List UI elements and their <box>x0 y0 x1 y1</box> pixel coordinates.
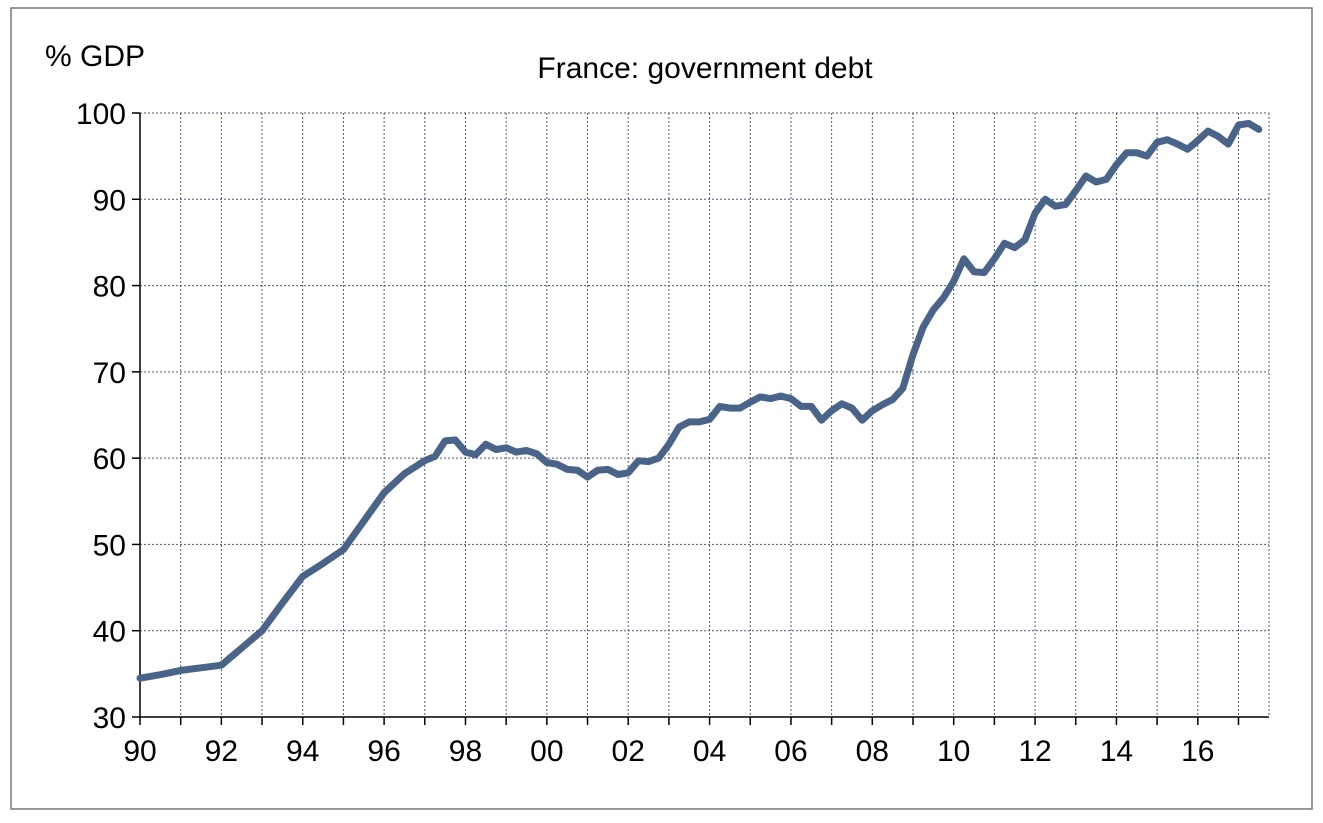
debt-series-line <box>136 119 1263 682</box>
y-tick-label: 90 <box>93 184 126 217</box>
axes <box>132 112 1269 725</box>
y-tick-label: 80 <box>93 271 126 304</box>
chart-border <box>10 7 1313 810</box>
y-tick-label: 100 <box>76 98 126 131</box>
x-tick-label: 02 <box>612 735 645 768</box>
series-layer <box>136 119 1263 682</box>
x-tick-label: 98 <box>449 735 482 768</box>
x-tick-label: 16 <box>1181 735 1214 768</box>
y-tick-label: 30 <box>93 702 126 735</box>
x-tick-label: 08 <box>856 735 889 768</box>
chart-title: France: government debt <box>537 52 873 85</box>
x-tick-label: 04 <box>693 735 726 768</box>
x-tick-label: 12 <box>1018 735 1051 768</box>
y-tick-label: 70 <box>93 357 126 390</box>
x-tick-label: 92 <box>205 735 238 768</box>
y-tick-label: 50 <box>93 529 126 562</box>
grid <box>140 112 1270 717</box>
y-tick-label: 60 <box>93 443 126 476</box>
y-tick-label: 40 <box>93 616 126 649</box>
x-tick-label: 14 <box>1100 735 1133 768</box>
x-tick-label: 00 <box>530 735 563 768</box>
x-tick-label: 94 <box>286 735 319 768</box>
x-tick-label: 96 <box>367 735 400 768</box>
y-axis-label: % GDP <box>45 40 145 73</box>
tick-labels: 30 40 50 60 70 80 90 100 90 92 94 96 98 00 02 04 06 08 10 1… <box>76 98 1215 768</box>
x-tick-label: 90 <box>123 735 156 768</box>
x-tick-label: 10 <box>937 735 970 768</box>
x-tick-label: 06 <box>774 735 807 768</box>
